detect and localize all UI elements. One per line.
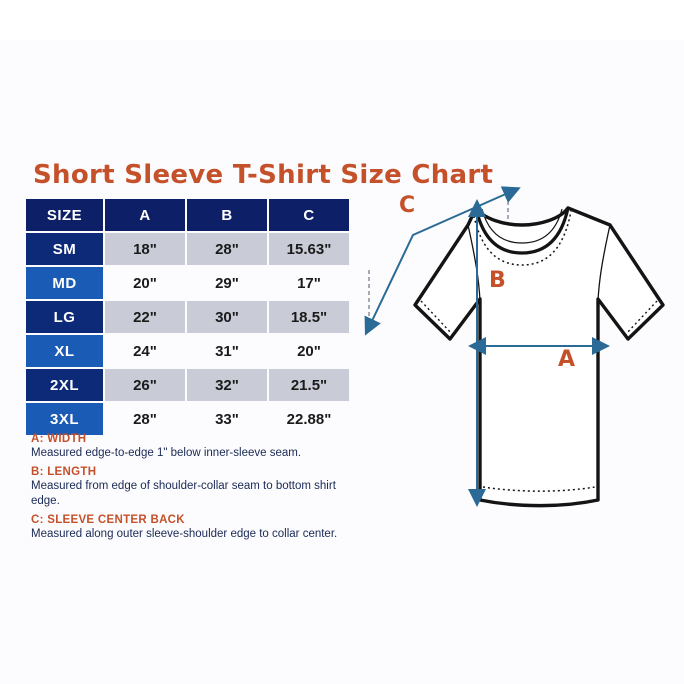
column-header-c: C xyxy=(269,199,351,233)
right-armhole-seam xyxy=(597,224,611,302)
page-title: Short Sleeve T-Shirt Size Chart xyxy=(33,160,494,190)
size-label-cell: XL xyxy=(26,335,105,369)
size-label-cell: SM xyxy=(26,233,105,267)
measurement-cell-c: 15.63" xyxy=(269,233,351,267)
collar-stitching xyxy=(472,210,572,266)
legend-description: Measured from edge of shoulder-collar se… xyxy=(31,480,336,507)
measurement-cell-a: 26" xyxy=(105,369,187,403)
measurement-cell-a: 22" xyxy=(105,301,187,335)
measurement-cell-c: 17" xyxy=(269,267,351,301)
column-header-a: A xyxy=(105,199,187,233)
size-label-cell: 2XL xyxy=(26,369,105,403)
measurement-cell-b: 28" xyxy=(187,233,269,267)
sleeve-arrow-c xyxy=(364,186,521,336)
measurement-legend: A: WIDTH Measured edge-to-edge 1" below i… xyxy=(31,432,361,546)
shirt-outline xyxy=(413,206,665,508)
measurement-cell-b: 31" xyxy=(187,335,269,369)
table-row: 3XL 28" 33" 22.88" xyxy=(26,403,351,437)
table-row: LG 22" 30" 18.5" xyxy=(26,301,351,335)
legend-heading: A: WIDTH xyxy=(31,433,87,445)
measurement-cell-a: 28" xyxy=(105,403,187,437)
measurement-cell-b: 29" xyxy=(187,267,269,301)
measurement-cell-b: 30" xyxy=(187,301,269,335)
table-row: SM 18" 28" 15.63" xyxy=(26,233,351,267)
dimension-label-a: A xyxy=(558,347,575,372)
table-header-row: SIZE A B C xyxy=(26,199,351,233)
size-label-cell: LG xyxy=(26,301,105,335)
legend-heading: C: SLEEVE CENTER BACK xyxy=(31,514,185,526)
dimension-label-c: C xyxy=(399,193,415,218)
measurement-cell-b: 32" xyxy=(187,369,269,403)
legend-entry: B: LENGTH Measured from edge of shoulder-… xyxy=(31,465,361,509)
measurement-cell-b: 33" xyxy=(187,403,269,437)
table-row: MD 20" 29" 17" xyxy=(26,267,351,301)
legend-description: Measured along outer sleeve-shoulder edg… xyxy=(31,528,338,540)
table-row: 2XL 26" 32" 21.5" xyxy=(26,369,351,403)
legend-entry: C: SLEEVE CENTER BACK Measured along oute… xyxy=(31,513,361,542)
measurement-cell-c: 22.88" xyxy=(269,403,351,437)
tshirt-diagram: A B C xyxy=(360,175,684,520)
size-label-cell: MD xyxy=(26,267,105,301)
size-chart-table: SIZE A B C SM 18" 28" 15.63" MD 20" 29" 17" LG 22… xyxy=(26,199,351,437)
measurement-cell-a: 24" xyxy=(105,335,187,369)
legend-description: Measured edge-to-edge 1" below inner-sle… xyxy=(31,447,302,459)
column-header-b: B xyxy=(187,199,269,233)
legend-heading: B: LENGTH xyxy=(31,466,97,478)
measurement-cell-c: 21.5" xyxy=(269,369,351,403)
legend-entry: A: WIDTH Measured edge-to-edge 1" below i… xyxy=(31,432,361,461)
column-header-size: SIZE xyxy=(26,199,105,233)
table-row: XL 24" 31" 20" xyxy=(26,335,351,369)
measurement-cell-c: 18.5" xyxy=(269,301,351,335)
measurement-cell-a: 20" xyxy=(105,267,187,301)
measurement-cell-c: 20" xyxy=(269,335,351,369)
measurement-cell-a: 18" xyxy=(105,233,187,267)
size-label-cell: 3XL xyxy=(26,403,105,437)
dimension-label-b: B xyxy=(489,268,506,293)
